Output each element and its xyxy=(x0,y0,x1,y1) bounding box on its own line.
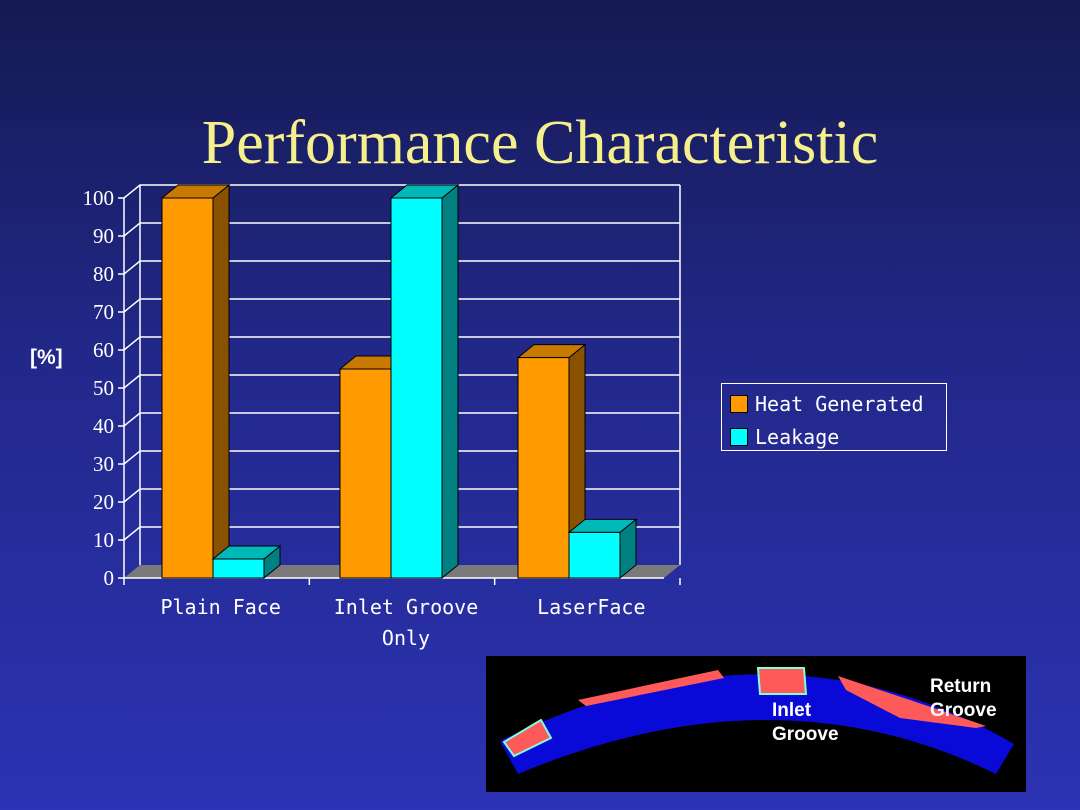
return-groove-label: Return Groove xyxy=(930,676,997,721)
pumping-groove-left xyxy=(578,670,724,706)
groove-illustration: Inlet Groove Return Groove xyxy=(486,656,1026,792)
x-category-labels: Plain Face Inlet Groove Only LaserFace xyxy=(160,595,645,650)
bar-front xyxy=(390,197,443,579)
bar-side xyxy=(212,183,230,580)
gridline xyxy=(123,336,680,351)
gridline xyxy=(123,298,680,313)
inlet-groove-left xyxy=(502,718,553,758)
gridline xyxy=(123,260,680,275)
y-tick-label: 60 xyxy=(93,338,114,362)
bar-front xyxy=(339,368,392,579)
y-tick-label: 100 xyxy=(83,186,115,210)
y-tick-label: 10 xyxy=(93,528,114,552)
bar-leakage-2 xyxy=(567,518,638,580)
chart-bars xyxy=(160,183,638,580)
gridline xyxy=(123,450,680,465)
legend-swatch-heat xyxy=(730,395,748,413)
bar-heat-0 xyxy=(160,183,231,580)
return-groove-right xyxy=(838,676,986,728)
inlet-groove-center xyxy=(756,667,808,695)
bar-front xyxy=(517,357,570,579)
legend-item-leakage: Leakage xyxy=(730,425,839,449)
bar-front xyxy=(212,558,265,579)
y-tick-label: 20 xyxy=(93,490,114,514)
bar-front xyxy=(568,531,621,579)
gridline xyxy=(123,222,680,237)
bar-heat-2 xyxy=(516,343,587,580)
y-tick-label: 40 xyxy=(93,414,114,438)
x-category-label: Only xyxy=(382,626,430,650)
y-tick-label: 0 xyxy=(104,566,115,590)
gridline xyxy=(123,526,680,541)
seal-face-arc-image xyxy=(500,667,1014,774)
y-tick-label: 30 xyxy=(93,452,114,476)
chart-gridlines xyxy=(118,184,681,585)
gridline xyxy=(123,488,680,503)
bar-leakage-0 xyxy=(211,544,282,580)
bar-front xyxy=(161,197,214,579)
inlet-groove-label: Inlet Groove xyxy=(772,700,839,745)
y-axis-label: [%] xyxy=(30,346,63,369)
chart-legend: Heat Generated Leakage xyxy=(721,383,947,451)
legend-label-heat: Heat Generated xyxy=(755,392,924,416)
x-category-label: LaserFace xyxy=(537,595,645,619)
bar-leakage-1 xyxy=(389,183,460,580)
legend-item-heat: Heat Generated xyxy=(730,392,924,416)
y-tick-label: 50 xyxy=(93,376,114,400)
y-tick-label: 80 xyxy=(93,262,114,286)
x-category-label: Plain Face xyxy=(160,595,280,619)
gridline xyxy=(123,374,680,389)
x-category-label: Inlet Groove xyxy=(334,595,479,619)
gridline xyxy=(123,412,680,427)
legend-swatch-leakage xyxy=(730,428,748,446)
legend-label-leakage: Leakage xyxy=(755,425,840,449)
slide-title: Performance Characteristic xyxy=(201,109,879,177)
bar-side xyxy=(441,183,459,580)
y-tick-label: 70 xyxy=(93,300,114,324)
y-tick-labels: 0 10 20 30 40 50 60 70 80 90 100 xyxy=(83,186,115,590)
y-tick-label: 90 xyxy=(93,224,114,248)
gridline xyxy=(123,184,680,199)
